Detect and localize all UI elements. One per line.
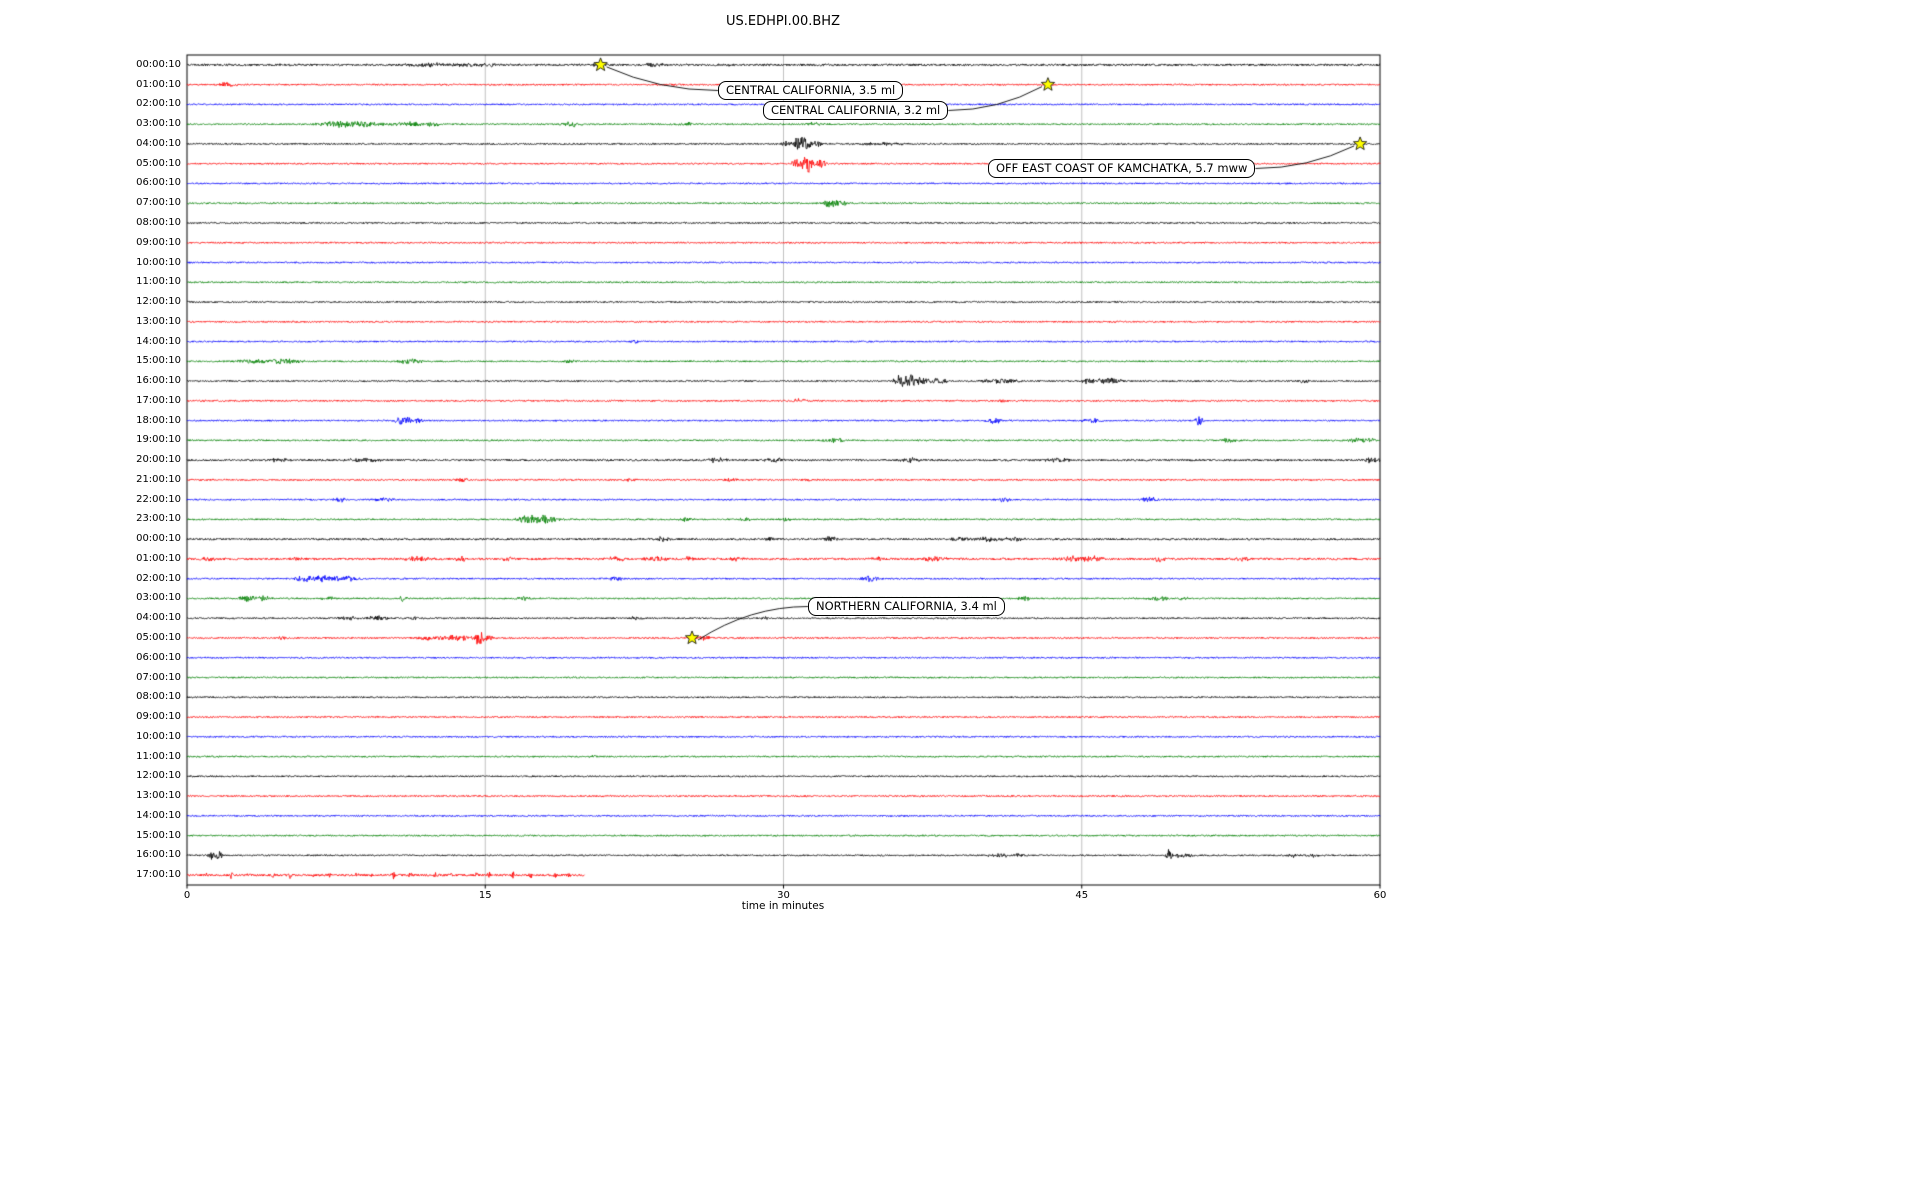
row-label: 02:00:10 xyxy=(136,572,181,584)
row-label: 11:00:10 xyxy=(136,750,181,762)
row-label: 05:00:10 xyxy=(136,631,181,643)
event-callout: OFF EAST COAST OF KAMCHATKA, 5.7 mww xyxy=(988,159,1256,178)
x-tick-label: 45 xyxy=(1075,890,1089,901)
row-label: 13:00:10 xyxy=(136,315,181,327)
row-label: 03:00:10 xyxy=(136,118,181,130)
event-callout: CENTRAL CALIFORNIA, 3.5 ml xyxy=(718,81,904,100)
row-label: 04:00:10 xyxy=(136,612,181,624)
row-label: 09:00:10 xyxy=(136,711,181,723)
row-label: 15:00:10 xyxy=(136,829,181,841)
row-label: 10:00:10 xyxy=(136,730,181,742)
row-label: 13:00:10 xyxy=(136,790,181,802)
row-label: 03:00:10 xyxy=(136,592,181,604)
row-label: 18:00:10 xyxy=(136,414,181,426)
row-label: 06:00:10 xyxy=(136,651,181,663)
row-label: 04:00:10 xyxy=(136,137,181,149)
event-callout: NORTHERN CALIFORNIA, 3.4 ml xyxy=(808,597,1005,616)
row-label: 22:00:10 xyxy=(136,493,181,505)
row-label: 08:00:10 xyxy=(136,691,181,703)
x-tick-label: 15 xyxy=(478,890,492,901)
event-callout: CENTRAL CALIFORNIA, 3.2 ml xyxy=(763,101,949,120)
row-label: 15:00:10 xyxy=(136,355,181,367)
row-label: 12:00:10 xyxy=(136,770,181,782)
row-label: 16:00:10 xyxy=(136,375,181,387)
row-label: 01:00:10 xyxy=(136,78,181,90)
row-label: 16:00:10 xyxy=(136,849,181,861)
x-tick-label: 30 xyxy=(777,890,790,901)
x-tick-label: 0 xyxy=(183,890,191,901)
row-label: 23:00:10 xyxy=(136,513,181,525)
row-label: 11:00:10 xyxy=(136,276,181,288)
row-label: 06:00:10 xyxy=(136,177,181,189)
x-axis-label: time in minutes xyxy=(741,900,825,912)
row-label: 02:00:10 xyxy=(136,98,181,110)
row-label: 17:00:10 xyxy=(136,869,181,881)
row-label: 05:00:10 xyxy=(136,157,181,169)
row-label: 08:00:10 xyxy=(136,216,181,228)
row-label: 00:00:10 xyxy=(136,533,181,545)
row-label: 07:00:10 xyxy=(136,197,181,209)
row-label: 14:00:10 xyxy=(136,809,181,821)
row-label: 09:00:10 xyxy=(136,236,181,248)
row-label: 10:00:10 xyxy=(136,256,181,268)
row-label: 20:00:10 xyxy=(136,454,181,466)
row-label: 12:00:10 xyxy=(136,296,181,308)
row-label: 21:00:10 xyxy=(136,473,181,485)
row-label: 19:00:10 xyxy=(136,434,181,446)
row-label: 07:00:10 xyxy=(136,671,181,683)
x-tick-label: 60 xyxy=(1373,890,1387,901)
row-label: 14:00:10 xyxy=(136,335,181,347)
row-label: 17:00:10 xyxy=(136,394,181,406)
row-label: 00:00:10 xyxy=(136,58,181,70)
row-label: 01:00:10 xyxy=(136,552,181,564)
chart-title: US.EDHPI.00.BHZ xyxy=(726,14,840,29)
